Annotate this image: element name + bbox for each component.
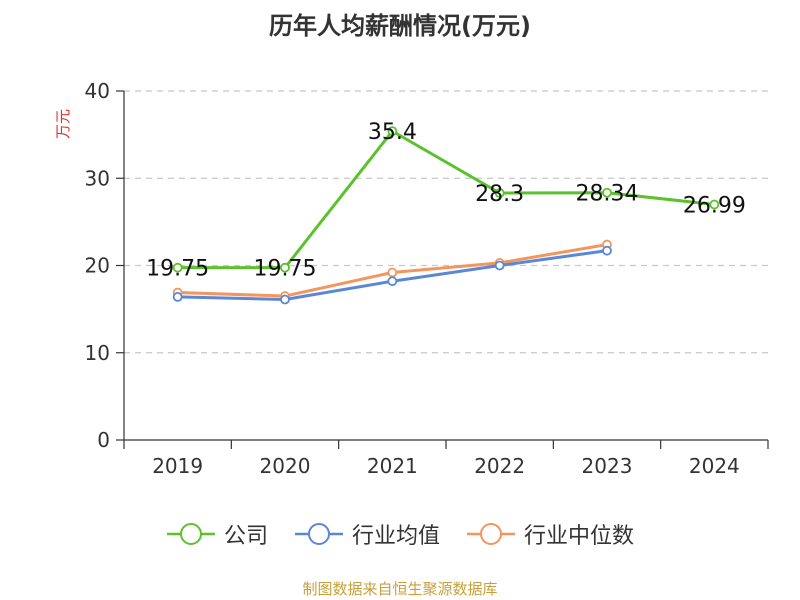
data-label: 19.75 — [146, 257, 209, 282]
y-axis-label: 万元 — [54, 109, 72, 139]
data-point — [494, 188, 505, 198]
grid-layer — [124, 90, 768, 354]
y-tick-label: 30 — [85, 166, 110, 190]
y-tick-label: 0 — [97, 428, 110, 452]
y-tick-label: 10 — [85, 341, 110, 365]
legend-circle — [307, 523, 330, 545]
data-point — [387, 267, 398, 278]
data-point — [387, 276, 398, 287]
axis-layer: 0 10 20 30 40 万元 2019 2020 2021 2022 2023 2024 — [54, 79, 769, 478]
data-label: 26.99 — [683, 194, 746, 219]
legend-circle — [179, 523, 202, 545]
x-tick-label: 2019 — [152, 454, 203, 478]
legend-label: 公司 — [223, 524, 268, 549]
source-note: 制图数据来自恒生聚源数据库 — [302, 580, 498, 598]
series-layer — [172, 126, 720, 305]
legend-marker-icon — [166, 523, 215, 545]
data-point — [602, 187, 612, 198]
legend: 公司 行业均值 行业中位数 — [0, 518, 800, 550]
data-label-layer: 19.75 19.75 35.4 28.3 28.34 26.99 — [146, 120, 746, 282]
chart-title: 历年人均薪酬情况(万元) — [269, 12, 531, 40]
data-point — [602, 245, 612, 256]
data-point — [172, 292, 183, 302]
data-point — [709, 199, 720, 210]
x-tick-label: 2023 — [582, 454, 633, 478]
data-point — [280, 294, 290, 305]
legend-item: 公司 — [166, 518, 268, 550]
data-label: 28.34 — [576, 182, 639, 207]
x-tick-label: 2024 — [689, 454, 740, 478]
legend-marker-icon — [294, 523, 343, 545]
x-tick-label: 2021 — [367, 454, 418, 478]
y-tick-label: 20 — [85, 254, 110, 278]
data-label: 35.4 — [368, 120, 417, 145]
legend-marker-icon — [467, 523, 515, 545]
legend-item: 行业均值 — [294, 518, 440, 550]
x-tick-label: 2022 — [474, 454, 525, 478]
data-point — [280, 262, 290, 273]
legend-circle — [480, 523, 502, 545]
series-line — [177, 129, 715, 270]
data-label: 19.75 — [254, 257, 317, 282]
legend-label: 行业均值 — [351, 524, 440, 549]
data-point — [494, 260, 505, 271]
legend-item: 行业中位数 — [466, 518, 634, 550]
y-tick-label: 40 — [85, 79, 110, 103]
data-point — [172, 262, 183, 273]
data-label: 28.3 — [475, 182, 524, 207]
legend-label: 行业中位数 — [524, 524, 635, 549]
data-point — [387, 126, 398, 137]
x-tick-label: 2020 — [260, 454, 311, 478]
